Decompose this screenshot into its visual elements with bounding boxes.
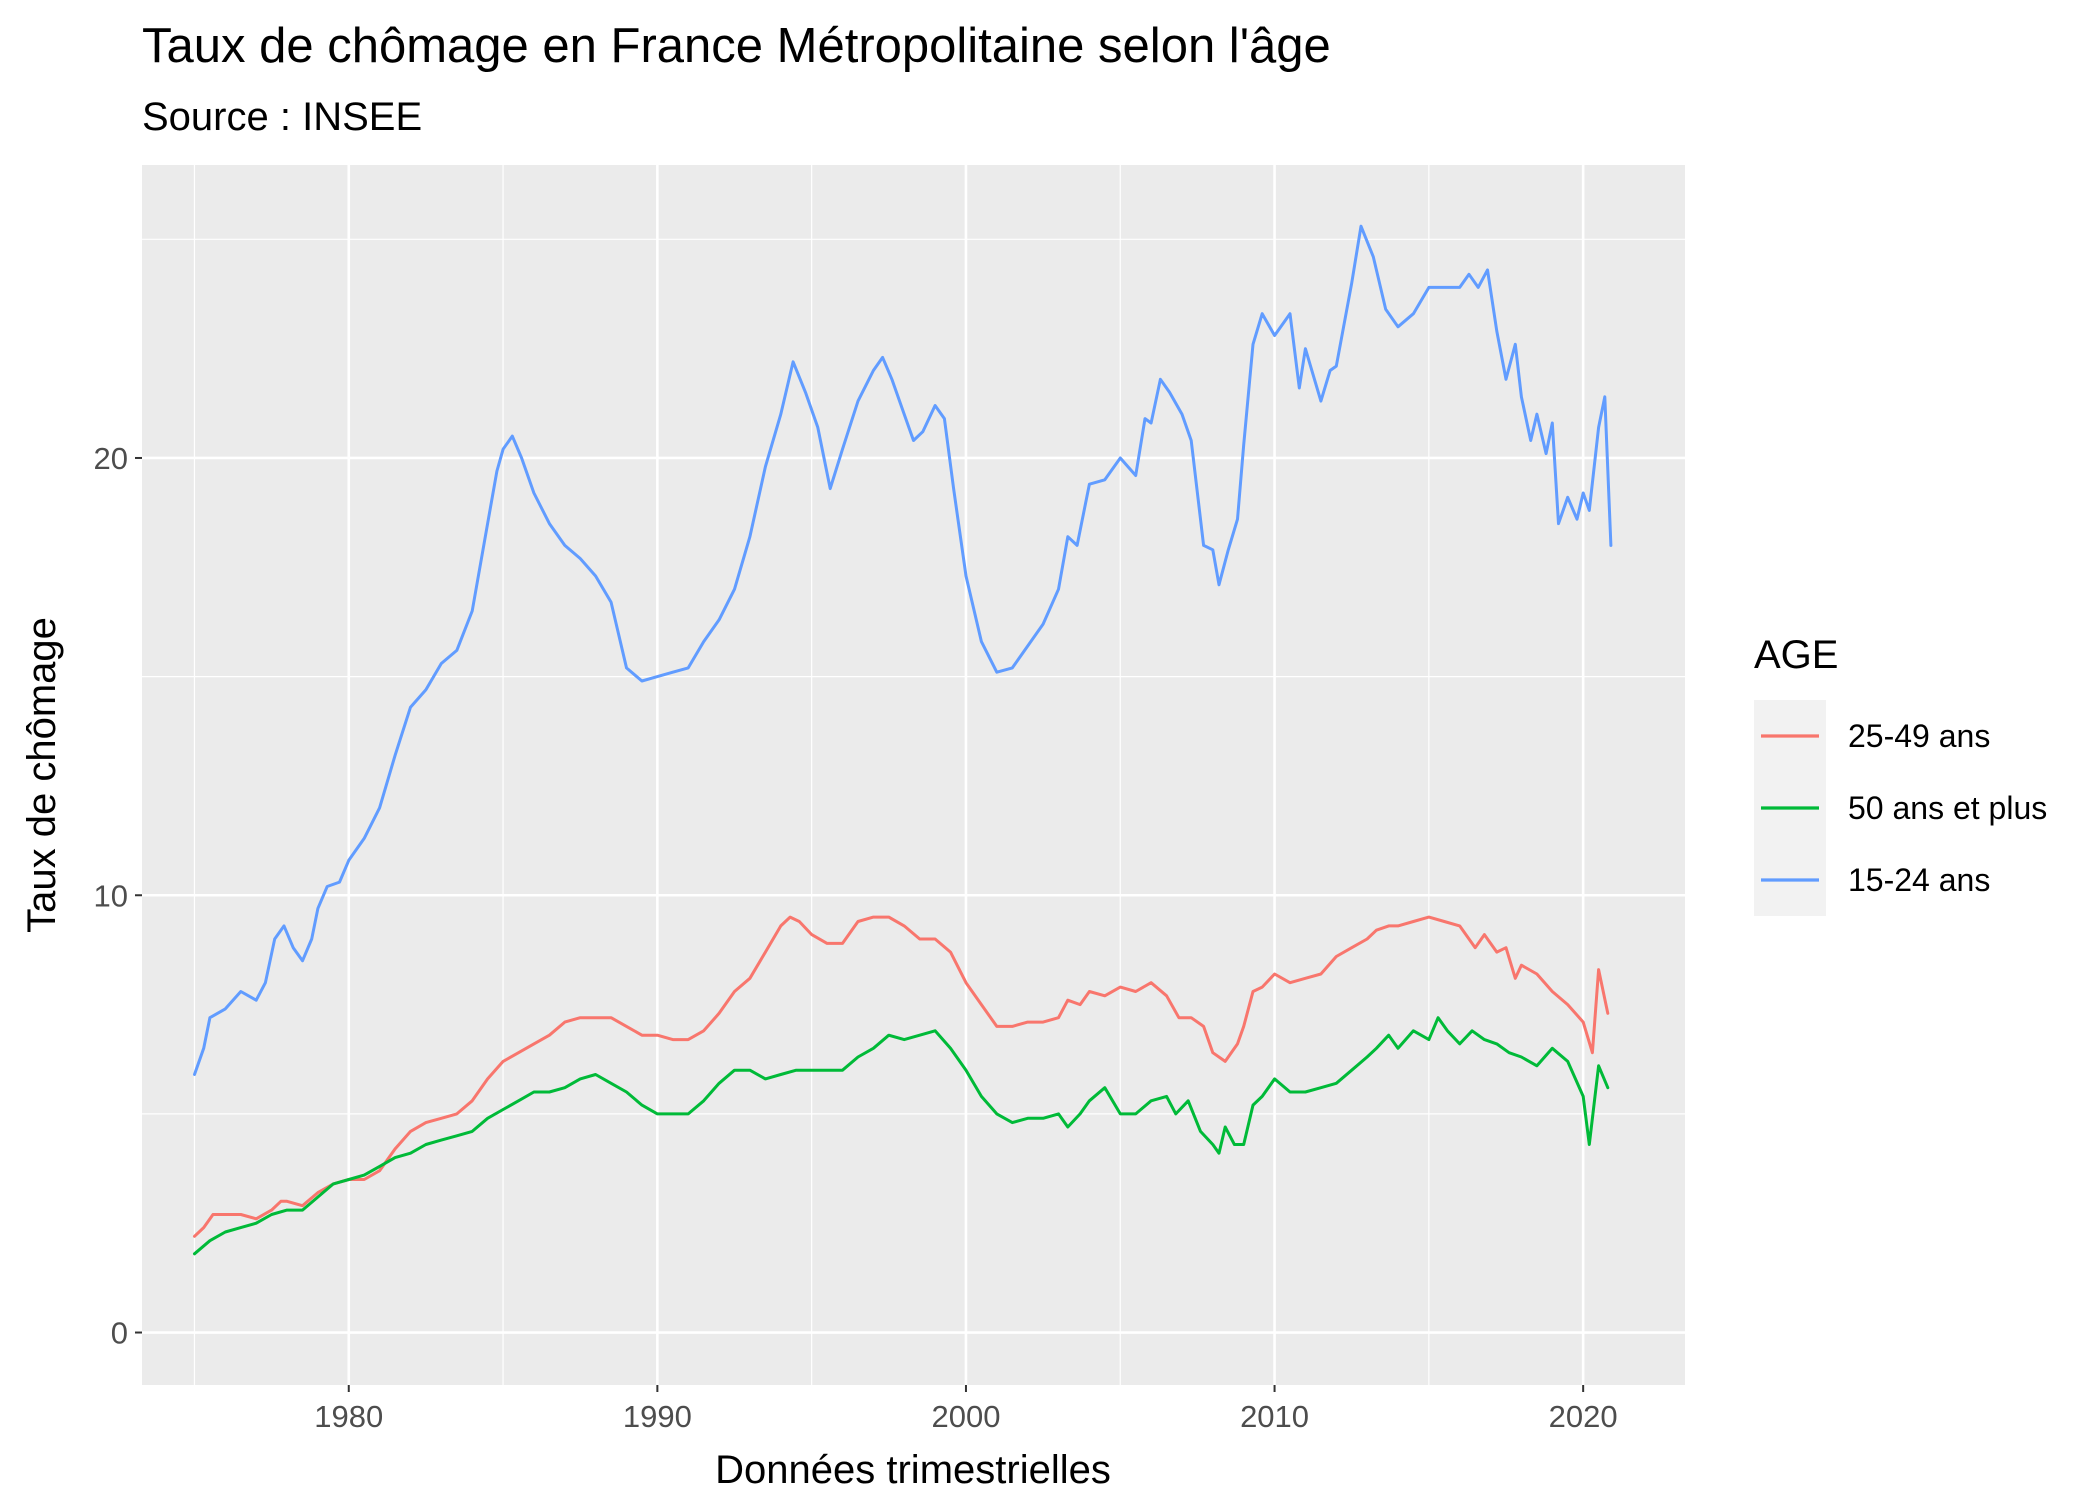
legend-items: 25-49 ans 50 ans et plus 15-24 ans: [1761, 718, 2047, 898]
y-axis-title: Taux de chômage: [20, 617, 64, 933]
legend-title: AGE: [1754, 633, 1838, 677]
legend-label: 25-49 ans: [1848, 718, 1990, 754]
x-tick-label: 1990: [623, 1399, 692, 1434]
y-tick-label: 20: [94, 441, 128, 476]
legend-label: 15-24 ans: [1848, 862, 1990, 898]
series-layer: [193, 224, 1613, 1256]
legend: AGE 25-49 ans 50 ans et plus 15-24 ans: [1754, 633, 2047, 916]
series-line: [193, 915, 1610, 1238]
y-tick-label: 0: [111, 1316, 128, 1351]
x-tick-label: 1980: [314, 1399, 383, 1434]
series-line: [193, 224, 1613, 1076]
y-tick-label: 10: [94, 878, 128, 913]
x-tick-label: 2000: [931, 1399, 1000, 1434]
grid-minor: [142, 165, 1685, 1385]
chart-subtitle: Source : INSEE: [142, 95, 422, 139]
x-axis-title: Données trimestrielles: [715, 1448, 1111, 1492]
x-axis: 1980 1990 2000 2010 2020: [314, 1385, 1618, 1434]
legend-label: 50 ans et plus: [1848, 790, 2047, 826]
plot-panel: [142, 165, 1685, 1385]
x-tick-label: 2020: [1549, 1399, 1618, 1434]
series-line: [193, 1016, 1610, 1256]
x-tick-label: 2010: [1240, 1399, 1309, 1434]
chart-title: Taux de chômage en France Métropolitaine…: [142, 19, 1331, 73]
y-axis: 0 10 20: [94, 441, 142, 1351]
grid-major: [142, 165, 1685, 1385]
